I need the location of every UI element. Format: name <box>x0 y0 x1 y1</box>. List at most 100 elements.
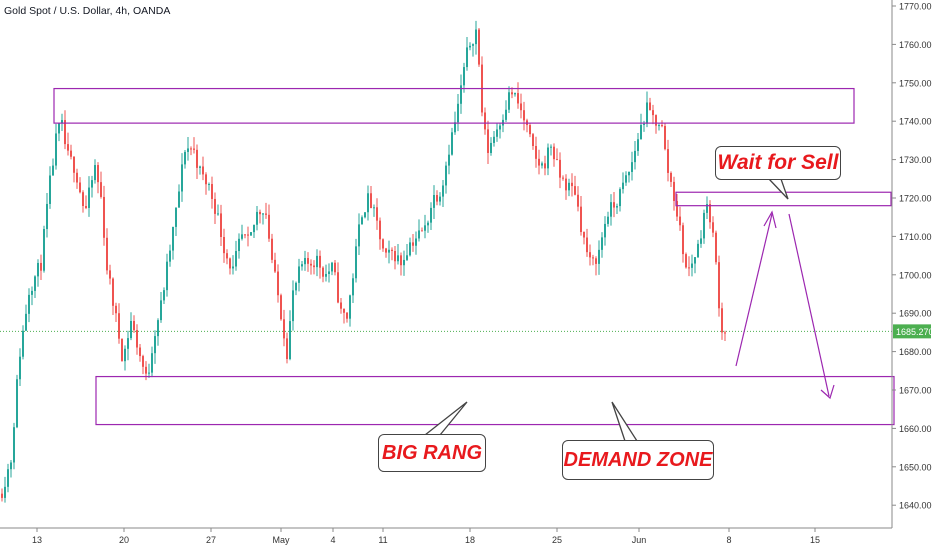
candle-body <box>634 150 636 163</box>
candle-body <box>448 154 450 166</box>
candle-body <box>118 313 120 339</box>
candle-body <box>139 347 141 357</box>
candle-body <box>607 216 609 224</box>
candle-body <box>385 248 387 253</box>
candle-body <box>184 151 186 165</box>
demand-zone-callout: DEMAND ZONE <box>562 440 714 480</box>
y-tick-label: 1720.00 <box>899 194 932 204</box>
candle-body <box>577 194 579 207</box>
x-tick-label: May <box>272 535 290 545</box>
candle-body <box>646 102 648 124</box>
candle-body <box>574 186 576 195</box>
y-tick-label: 1740.00 <box>899 117 932 127</box>
candle-body <box>238 238 240 252</box>
candle-body <box>298 266 300 283</box>
candle-body <box>493 136 495 143</box>
candle-body <box>100 182 102 197</box>
candle-body <box>625 175 627 183</box>
candle-body <box>265 213 267 215</box>
candle-body <box>82 192 84 207</box>
candle-body <box>391 249 393 251</box>
candle-body <box>322 267 324 277</box>
candle-body <box>28 294 30 314</box>
candle-body <box>724 332 726 334</box>
y-tick-label: 1670.00 <box>899 386 932 396</box>
candle-body <box>451 132 453 155</box>
candle-body <box>595 258 597 264</box>
candle-body <box>694 257 696 264</box>
candle-body <box>358 224 360 247</box>
candle-body <box>292 290 294 322</box>
candle-body <box>328 271 330 275</box>
y-tick-label: 1650.00 <box>899 462 932 472</box>
last-price-label: 1685.270 <box>893 324 932 339</box>
candle-body <box>115 305 117 314</box>
candle-body <box>454 122 456 133</box>
candle-body <box>397 255 399 262</box>
candle-body <box>508 92 510 110</box>
zone-box <box>95 375 895 426</box>
candle-body <box>685 254 687 268</box>
y-tick-label: 1770.00 <box>899 2 932 12</box>
candle-body <box>142 356 144 367</box>
y-tick-label: 1750.00 <box>899 78 932 88</box>
candle-body <box>580 206 582 233</box>
candle-body <box>67 144 69 151</box>
y-tick-label: 1640.00 <box>899 501 932 511</box>
time-axis[interactable]: 13 20 27 May 4 11 18 25 Jun 8 15 <box>32 528 820 545</box>
arrows <box>735 210 835 400</box>
candle-body <box>79 182 81 193</box>
candle-body <box>637 139 639 151</box>
candle-body <box>679 216 681 226</box>
candle-body <box>130 320 132 339</box>
candle-body <box>178 191 180 208</box>
candle-body <box>148 372 150 374</box>
candle-body <box>46 203 48 230</box>
candle-body <box>94 165 96 181</box>
candle-body <box>325 274 327 277</box>
candle-body <box>361 217 363 225</box>
candle-body <box>40 262 42 271</box>
candle-body <box>301 264 303 267</box>
candle-body <box>136 330 138 348</box>
candle-body <box>601 237 603 250</box>
candle-body <box>334 262 336 273</box>
candle-body <box>55 133 57 166</box>
candle-body <box>313 265 315 268</box>
candle-body <box>310 263 312 266</box>
candle-body <box>223 237 225 254</box>
candle-body <box>112 278 114 306</box>
zone-box <box>53 87 855 124</box>
candle-body <box>550 146 552 148</box>
candle-body <box>457 103 459 123</box>
candle-body <box>691 263 693 268</box>
candle-body <box>619 189 621 207</box>
down-arrow-head <box>820 384 835 400</box>
candle-body <box>220 213 222 238</box>
candle-body <box>259 211 261 215</box>
price-axis[interactable]: 1640.00 1650.00 1660.00 1670.00 1680.00 1690.… <box>892 2 932 511</box>
candle-body <box>268 214 270 239</box>
candle-body <box>199 166 201 168</box>
candle-body <box>430 207 432 223</box>
candle-body <box>499 125 501 130</box>
candle-body <box>652 110 654 116</box>
candle-body <box>547 147 549 169</box>
candle-body <box>511 92 513 95</box>
candle-body <box>73 156 75 173</box>
candle-body <box>631 162 633 172</box>
candle-body <box>373 207 375 209</box>
candle-body <box>517 93 519 104</box>
candle-body <box>712 222 714 233</box>
candle-body <box>520 103 522 111</box>
big-rang-tail <box>423 401 468 436</box>
candle-body <box>406 255 408 260</box>
candle-body <box>544 163 546 169</box>
candle-body <box>412 242 414 246</box>
candle-body <box>70 150 72 157</box>
candle-body <box>124 348 126 362</box>
candle-body <box>532 134 534 147</box>
candle-body <box>106 237 108 271</box>
candle-body <box>274 259 276 272</box>
